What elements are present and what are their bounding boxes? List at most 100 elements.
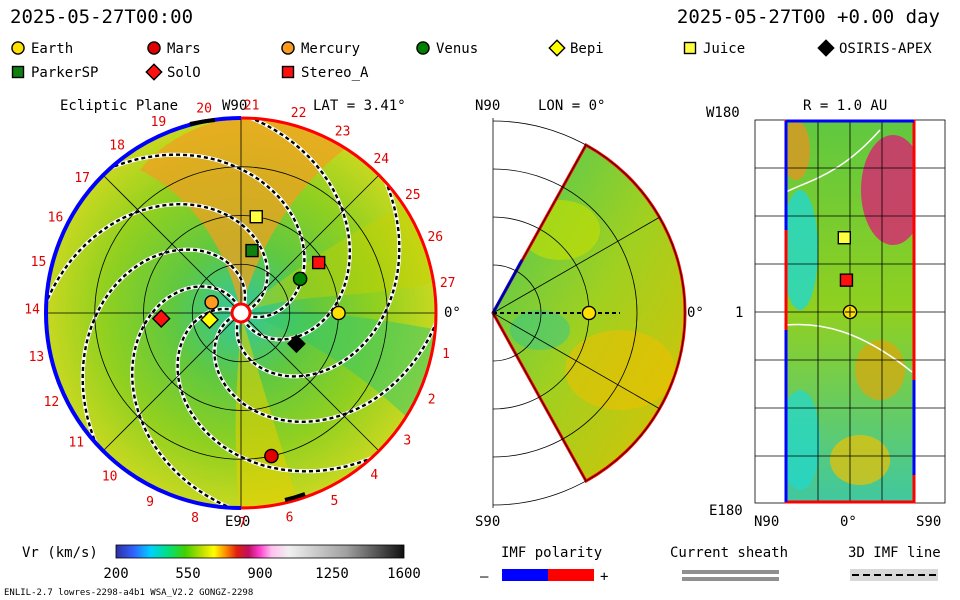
- colorbar-tick-900: 900: [247, 566, 272, 582]
- map-mid-label: 1: [735, 305, 743, 321]
- ecliptic-body-stereo-a: [311, 255, 326, 270]
- carrington-sector-20: 20: [196, 101, 212, 116]
- legend-marker-osiris-apex: [817, 39, 835, 57]
- carrington-sector-3: 3: [403, 434, 411, 449]
- ecliptic-body-mercury: [204, 295, 219, 310]
- legend-label-solo: SolO: [167, 65, 201, 81]
- ecliptic-title: Ecliptic Plane: [60, 98, 178, 114]
- carrington-sector-12: 12: [44, 395, 60, 410]
- imf-spiral-bg: [175, 306, 380, 474]
- legend-marker-stereo-a: [281, 65, 295, 79]
- ecliptic-top-label: W90: [222, 98, 247, 114]
- legend-label-earth: Earth: [31, 41, 73, 57]
- ecliptic-zero-label: 0°: [444, 305, 461, 321]
- carrington-sector-13: 13: [29, 350, 45, 365]
- legend-label-parkersp: ParkerSP: [31, 65, 98, 81]
- colorbar-label: Vr (km/s): [22, 545, 98, 561]
- carrington-sector-18: 18: [109, 139, 125, 154]
- datetime-right: 2025-05-27T00 +0.00 day: [677, 6, 940, 28]
- map-title: R = 1.0 AU: [803, 98, 887, 114]
- meridional-top-label: N90: [475, 98, 500, 114]
- imf-line-legend: 3D IMF line: [848, 545, 941, 581]
- ecliptic-lat-label: LAT = 3.41°: [313, 98, 406, 114]
- carrington-sector-17: 17: [74, 171, 90, 186]
- ecliptic-bottom-label: E90: [225, 514, 250, 530]
- ecliptic-body-solo: [151, 309, 171, 328]
- carrington-sector-6: 6: [286, 510, 294, 525]
- legend-label-venus: Venus: [436, 41, 478, 57]
- meridional-bottom-label: S90: [475, 514, 500, 530]
- legend-marker-mercury: [281, 41, 295, 55]
- current-sheath-legend: Current sheath: [670, 545, 788, 581]
- imf-plus: +: [600, 569, 608, 585]
- ecliptic-body-bepi: [200, 310, 219, 330]
- imf-spiral-bg: [130, 284, 241, 508]
- datetime-left: 2025-05-27T00:00: [10, 6, 193, 28]
- body-legend: Earth Mars Mercury Venus Bepi Juice OSIRIS-APE…: [11, 39, 932, 81]
- legend-label-bepi: Bepi: [570, 41, 604, 57]
- carrington-sector-8: 8: [191, 511, 199, 526]
- carrington-sector-1: 1: [442, 347, 450, 362]
- legend-marker-juice: [683, 41, 697, 55]
- carrington-sector-25: 25: [405, 188, 421, 203]
- map-top-label: W180: [706, 105, 740, 121]
- legend-marker-solo: [145, 63, 163, 81]
- map-body-juice: [837, 231, 852, 245]
- imf-positive-swatch: [548, 569, 594, 581]
- legend-marker-bepi: [548, 39, 566, 57]
- footer-credit: ENLIL-2.7 lowres-2298-a4b1 WSA_V2.2 GONG…: [4, 588, 253, 598]
- carrington-sector-24: 24: [373, 152, 389, 167]
- ecliptic-body-osiris-apex: [287, 334, 306, 354]
- map-bottom-label: E180: [709, 503, 743, 519]
- carrington-sector-15: 15: [31, 255, 47, 270]
- colorbar-tick-550: 550: [175, 566, 200, 582]
- legend-label-juice: Juice: [703, 41, 745, 57]
- carrington-sector-2: 2: [428, 393, 436, 408]
- colorbar-tick-200: 200: [103, 566, 128, 582]
- meridional-zero-label: 0°: [687, 305, 704, 321]
- imf-negative-swatch: [502, 569, 548, 581]
- ecliptic-panel: Ecliptic Plane LAT = 3.41° W90 E90 0° 12…: [24, 98, 461, 531]
- imf-spiral-bg: [212, 313, 436, 424]
- colorbar-tick-1250: 1250: [315, 566, 349, 582]
- colorbar-tick-1600: 1600: [387, 566, 421, 582]
- map-xtick-2: S90: [916, 514, 941, 530]
- meridional-title: LON = 0°: [538, 98, 605, 114]
- legend-marker-mars: [147, 41, 161, 55]
- imf-polarity-legend: IMF polarity – +: [480, 545, 608, 585]
- imf-spiral-bg: [102, 152, 307, 320]
- carrington-sector-22: 22: [291, 106, 307, 121]
- map-body-stereo-a: [839, 273, 854, 287]
- ecliptic-body-venus: [292, 271, 308, 287]
- imf-minus: –: [480, 569, 489, 585]
- carrington-sector-11: 11: [68, 436, 84, 451]
- ecliptic-body-parkersp: [245, 243, 259, 258]
- sphere-map-panel: W180 R = 1.0 AU E180 1: [706, 98, 946, 530]
- ecliptic-body-earth: [331, 305, 346, 321]
- meridional-body-earth: [581, 305, 597, 321]
- ecliptic-body-mars: [264, 448, 279, 464]
- carrington-sector-4: 4: [370, 468, 378, 483]
- ecliptic-body-juice: [249, 210, 263, 224]
- meridional-panel: N90 LON = 0° S90 0°: [475, 98, 704, 530]
- imf-spiral-bg: [241, 118, 352, 342]
- imf-line-label: 3D IMF line: [848, 545, 941, 561]
- legend-label-mercury: Mercury: [301, 41, 360, 57]
- carrington-sector-16: 16: [48, 211, 64, 226]
- imf-spiral-bg: [234, 174, 402, 379]
- imf-spiral-bg: [46, 202, 270, 313]
- legend-label-osiris-apex: OSIRIS-APEX: [839, 41, 932, 57]
- imf-spiral-bg: [80, 247, 248, 452]
- legend-label-mars: Mars: [167, 41, 201, 57]
- imf-label: IMF polarity: [501, 545, 602, 561]
- carrington-sector-26: 26: [427, 230, 443, 245]
- legend-marker-venus: [416, 41, 430, 55]
- carrington-sector-9: 9: [146, 495, 154, 510]
- legend-marker-earth: [11, 41, 25, 55]
- carrington-sector-14: 14: [24, 302, 40, 317]
- carrington-sector-19: 19: [151, 115, 167, 130]
- sun-marker: [230, 302, 252, 324]
- map-xtick-1: 0°: [840, 514, 857, 530]
- carrington-sector-10: 10: [102, 470, 118, 485]
